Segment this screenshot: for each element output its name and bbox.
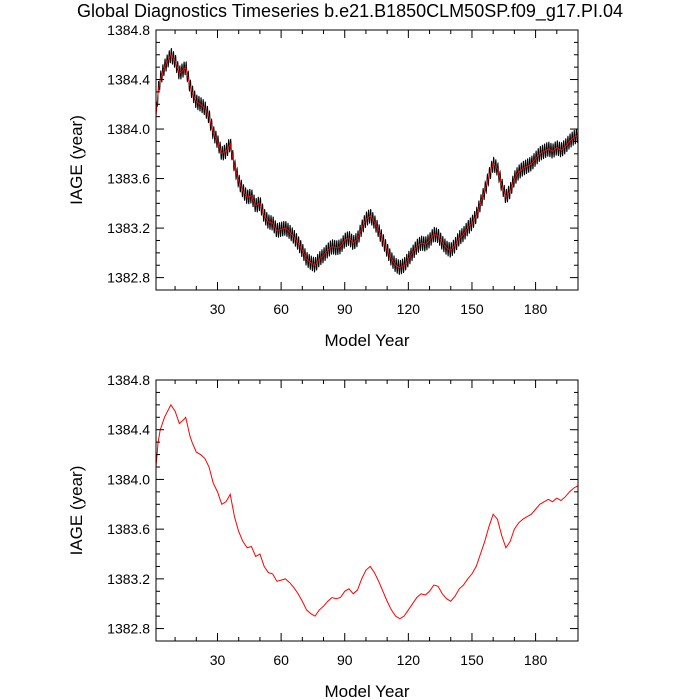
top-ytick-label: 1384.4 bbox=[107, 72, 150, 88]
top-xtick-label: 60 bbox=[273, 301, 289, 317]
top-series-annual-mean bbox=[155, 53, 579, 269]
chart-title: Global Diagnostics Timeseries b.e21.B185… bbox=[76, 1, 623, 21]
bottom-series-annual-mean bbox=[155, 403, 579, 620]
bottom-ytick-label: 1382.8 bbox=[107, 621, 150, 637]
top-xtick-label: 120 bbox=[397, 301, 421, 317]
bottom-xtick-label: 120 bbox=[397, 652, 421, 668]
top-yaxis-title: IAGE (year) bbox=[67, 115, 86, 205]
top-xtick-label: 180 bbox=[524, 301, 548, 317]
bottom-xtick-label: 30 bbox=[210, 652, 226, 668]
top-xtick-label: 90 bbox=[337, 301, 353, 317]
bottom-xaxis-title: Model Year bbox=[324, 682, 409, 700]
top-xaxis-title: Model Year bbox=[324, 331, 409, 350]
bottom-xtick-label: 90 bbox=[337, 652, 353, 668]
top-plot-frame bbox=[155, 29, 579, 291]
panel-top: 30 60 90 120 150 180 1382.8 1383.2 1383.6 1384.0 1… bbox=[67, 22, 579, 350]
top-ytick-label: 1384.8 bbox=[107, 22, 150, 38]
top-ytick-label: 1383.6 bbox=[107, 171, 150, 187]
panel-bottom: 30 60 90 120 150 180 1382.8 1383.2 1383.6 1384.0 1… bbox=[67, 372, 579, 700]
bottom-ytick-label: 1384.4 bbox=[107, 422, 150, 438]
top-ytick-label: 1384.0 bbox=[107, 121, 150, 137]
top-xtick-label: 150 bbox=[460, 301, 484, 317]
top-series-monthly bbox=[155, 48, 579, 275]
bottom-ytick-label: 1383.2 bbox=[107, 571, 150, 587]
top-xtick-label: 30 bbox=[210, 301, 226, 317]
bottom-ytick-label: 1384.0 bbox=[107, 471, 150, 487]
bottom-xtick-label: 180 bbox=[524, 652, 548, 668]
top-ytick-label: 1383.2 bbox=[107, 220, 150, 236]
bottom-xtick-label: 60 bbox=[273, 652, 289, 668]
bottom-ytick-label: 1383.6 bbox=[107, 521, 150, 537]
top-ytick-label: 1382.8 bbox=[107, 270, 150, 286]
bottom-yaxis-title: IAGE (year) bbox=[67, 466, 86, 556]
bottom-xtick-label: 150 bbox=[460, 652, 484, 668]
bottom-plot-frame bbox=[155, 379, 579, 642]
bottom-ytick-label: 1384.8 bbox=[107, 372, 150, 388]
